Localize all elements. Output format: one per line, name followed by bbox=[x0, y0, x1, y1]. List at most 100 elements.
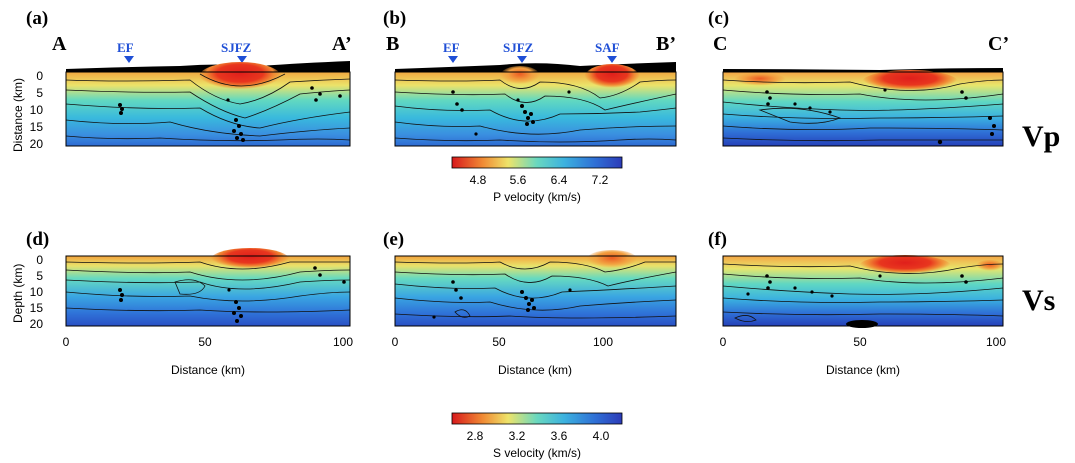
frame-f bbox=[722, 255, 1004, 327]
panel-label-c: (c) bbox=[708, 8, 729, 29]
x-tick-e-0: 0 bbox=[392, 335, 399, 349]
deep-body-f bbox=[846, 320, 878, 328]
fault-label-ef-b: EF bbox=[443, 40, 460, 55]
s-colorbar-label: S velocity (km/s) bbox=[493, 446, 581, 460]
seismicity-b bbox=[451, 90, 571, 136]
panel-a: (a) A A’ EF SJFZ bbox=[26, 8, 352, 147]
p-colorbar-label: P velocity (km/s) bbox=[493, 190, 581, 204]
fault-marker-ef-a bbox=[124, 56, 134, 63]
y-axis-title-top: Distance (km) bbox=[11, 78, 25, 152]
frame-d bbox=[65, 255, 351, 327]
topography-a bbox=[66, 61, 350, 72]
s-colorbar-scale bbox=[451, 412, 623, 425]
frame-a bbox=[65, 71, 351, 147]
x-tick-e-100: 100 bbox=[593, 335, 613, 349]
x-tick-f-50: 50 bbox=[853, 335, 867, 349]
low-velocity-patch-c bbox=[734, 73, 786, 87]
x-axis-title-d: Distance (km) bbox=[171, 363, 245, 377]
low-velocity-anomaly-d bbox=[210, 248, 290, 272]
low-velocity-anomaly-c bbox=[862, 70, 958, 94]
y-tick-top-10: 10 bbox=[30, 103, 44, 117]
contours-e bbox=[394, 261, 677, 319]
y-axis-title-bottom: Depth (km) bbox=[11, 264, 25, 323]
y-axis-bottom: Depth (km) 0 5 10 15 20 bbox=[11, 253, 43, 331]
y-tick-top-20: 20 bbox=[30, 137, 44, 151]
velocity-section-d bbox=[66, 256, 350, 326]
fault-marker-saf-b bbox=[607, 56, 617, 63]
x-axis-title-e: Distance (km) bbox=[498, 363, 572, 377]
contours-b bbox=[394, 79, 677, 143]
row-label-vs: Vs bbox=[1022, 284, 1055, 317]
panel-b: (b) B B’ EF SJFZ SAF bbox=[383, 8, 677, 147]
panel-label-e: (e) bbox=[383, 229, 404, 250]
fault-label-sjfz-a: SJFZ bbox=[221, 40, 252, 55]
fault-label-sjfz-b: SJFZ bbox=[503, 40, 534, 55]
panel-label-b: (b) bbox=[383, 8, 406, 29]
row-label-vp: Vp bbox=[1022, 120, 1060, 153]
profile-end-b: B’ bbox=[656, 33, 676, 55]
x-tick-f-0: 0 bbox=[720, 335, 727, 349]
fault-marker-sjfz-b bbox=[517, 56, 527, 63]
p-colorbar-tick-1: 5.6 bbox=[510, 173, 527, 187]
y-axis-top: Distance (km) 0 5 10 15 20 bbox=[11, 69, 43, 152]
seismicity-e bbox=[432, 280, 572, 319]
x-tick-e-50: 50 bbox=[492, 335, 506, 349]
x-tick-f-100: 100 bbox=[986, 335, 1006, 349]
p-velocity-colorbar: 4.8 5.6 6.4 7.2 P velocity (km/s) bbox=[451, 156, 623, 204]
low-velocity-anomaly-f bbox=[859, 255, 951, 277]
frame-b bbox=[394, 71, 677, 147]
low-velocity-anomaly-saf-b bbox=[584, 64, 640, 92]
frame-e bbox=[394, 255, 677, 327]
x-tick-d-50: 50 bbox=[198, 335, 212, 349]
profile-end-a: A’ bbox=[332, 33, 352, 55]
velocity-section-e bbox=[395, 256, 676, 326]
p-colorbar-scale bbox=[451, 156, 623, 169]
low-velocity-patch-f bbox=[976, 260, 1004, 272]
fault-marker-sjfz-a bbox=[237, 56, 247, 63]
frame-c bbox=[722, 71, 1004, 147]
low-velocity-anomaly-e bbox=[586, 250, 638, 270]
panel-label-a: (a) bbox=[26, 8, 48, 29]
seismicity-d bbox=[118, 266, 346, 323]
panel-label-f: (f) bbox=[708, 229, 727, 250]
profile-start-a: A bbox=[52, 33, 67, 55]
contours-f bbox=[722, 263, 1004, 322]
p-colorbar-tick-2: 6.4 bbox=[551, 173, 568, 187]
x-tick-d-100: 100 bbox=[333, 335, 353, 349]
y-tick-bottom-5: 5 bbox=[36, 269, 43, 283]
y-tick-bottom-10: 10 bbox=[30, 285, 44, 299]
profile-start-b: B bbox=[386, 33, 399, 55]
y-tick-bottom-15: 15 bbox=[30, 301, 44, 315]
fault-label-saf-b: SAF bbox=[595, 40, 620, 55]
topography-c bbox=[723, 68, 1003, 72]
seismicity-a bbox=[118, 86, 342, 142]
x-axis-title-f: Distance (km) bbox=[826, 363, 900, 377]
low-velocity-anomaly-a bbox=[198, 62, 282, 94]
panel-f: (f) bbox=[708, 229, 1004, 328]
s-colorbar-tick-0: 2.8 bbox=[467, 429, 484, 443]
s-velocity-colorbar: 2.8 3.2 3.6 4.0 S velocity (km/s) bbox=[451, 412, 623, 460]
fault-marker-ef-b bbox=[448, 56, 458, 63]
panel-e: (e) bbox=[383, 229, 677, 327]
panel-label-d: (d) bbox=[26, 229, 49, 250]
y-tick-bottom-20: 20 bbox=[30, 317, 44, 331]
s-colorbar-tick-2: 3.6 bbox=[551, 429, 568, 443]
x-axis-d: 0 50 100 Distance (km) bbox=[63, 335, 354, 377]
seismicity-f bbox=[746, 274, 968, 298]
s-colorbar-tick-3: 4.0 bbox=[593, 429, 610, 443]
y-tick-top-5: 5 bbox=[36, 86, 43, 100]
low-velocity-anomaly-sjfz-b bbox=[500, 66, 540, 86]
fault-label-ef-a: EF bbox=[117, 40, 134, 55]
profile-end-c: C’ bbox=[988, 33, 1009, 55]
x-axis-e: 0 50 100 Distance (km) bbox=[392, 335, 614, 377]
x-axis-f: 0 50 100 Distance (km) bbox=[720, 335, 1007, 377]
profile-start-c: C bbox=[713, 33, 727, 55]
y-tick-top-15: 15 bbox=[30, 120, 44, 134]
y-tick-top-0: 0 bbox=[36, 69, 43, 83]
x-tick-d-0: 0 bbox=[63, 335, 70, 349]
seismicity-c bbox=[765, 88, 996, 145]
p-colorbar-tick-3: 7.2 bbox=[592, 173, 609, 187]
s-colorbar-tick-1: 3.2 bbox=[509, 429, 526, 443]
contours-a bbox=[65, 73, 351, 142]
